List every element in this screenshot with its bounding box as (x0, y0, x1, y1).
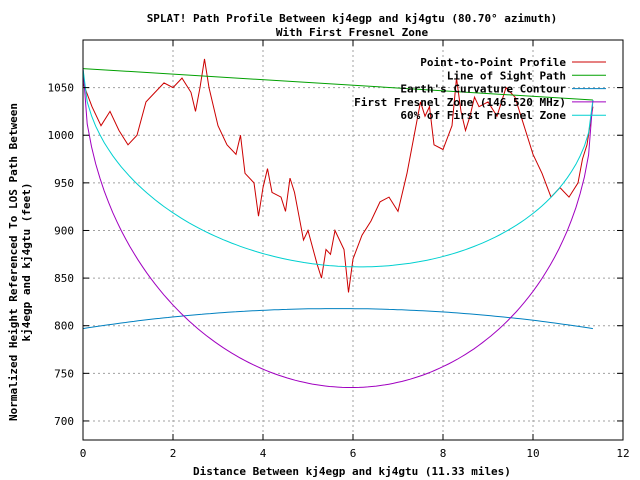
chart-subtitle: With First Fresnel Zone (276, 26, 429, 39)
x-tick-label: 8 (440, 447, 447, 460)
y-tick-label: 1000 (48, 129, 75, 142)
chart-title: SPLAT! Path Profile Between kj4egp and k… (147, 12, 558, 25)
legend-label: Earth's Curvature Contour (400, 83, 566, 96)
y-tick-label: 1050 (48, 82, 75, 95)
y-tick-label: 900 (54, 224, 74, 237)
x-tick-label: 0 (80, 447, 87, 460)
legend-label: 60% of First Fresnel Zone (400, 109, 566, 122)
y-axis-label-line1: Normalized Height Referenced To LOS Path… (7, 103, 20, 421)
series-first-fresnel-zone-146-520-mhz (82, 68, 594, 388)
y-tick-label: 750 (54, 367, 74, 380)
y-tick-label: 700 (54, 415, 74, 428)
y-tick-label: 800 (54, 320, 74, 333)
y-axis-label-line2: kj4egp and kj4gtu (feet) (20, 183, 33, 342)
x-tick-label: 2 (170, 447, 177, 460)
y-tick-label: 850 (54, 272, 74, 285)
series-line-of-sight-path (82, 68, 593, 101)
series-point-to-point-profile (82, 58, 594, 293)
x-tick-label: 6 (350, 447, 357, 460)
legend-label: Point-to-Point Profile (420, 56, 566, 69)
series-60-of-first-fresnel-zone (82, 68, 594, 268)
legend-label: First Fresnel Zone (146.520 MHz) (354, 96, 566, 109)
x-tick-label: 4 (260, 447, 267, 460)
axis-ticks: 0 2 4 6 8 10 12 700 750 800 850 900 950 1000 1050 (48, 40, 630, 460)
x-tick-label: 12 (616, 447, 629, 460)
legend-label: Line of Sight Path (447, 69, 566, 82)
x-axis-label: Distance Between kj4egp and kj4gtu (11.3… (193, 465, 511, 478)
y-tick-label: 950 (54, 177, 74, 190)
x-tick-label: 10 (526, 447, 539, 460)
series-earth-s-curvature-contour (82, 308, 593, 330)
series-group (82, 58, 594, 388)
